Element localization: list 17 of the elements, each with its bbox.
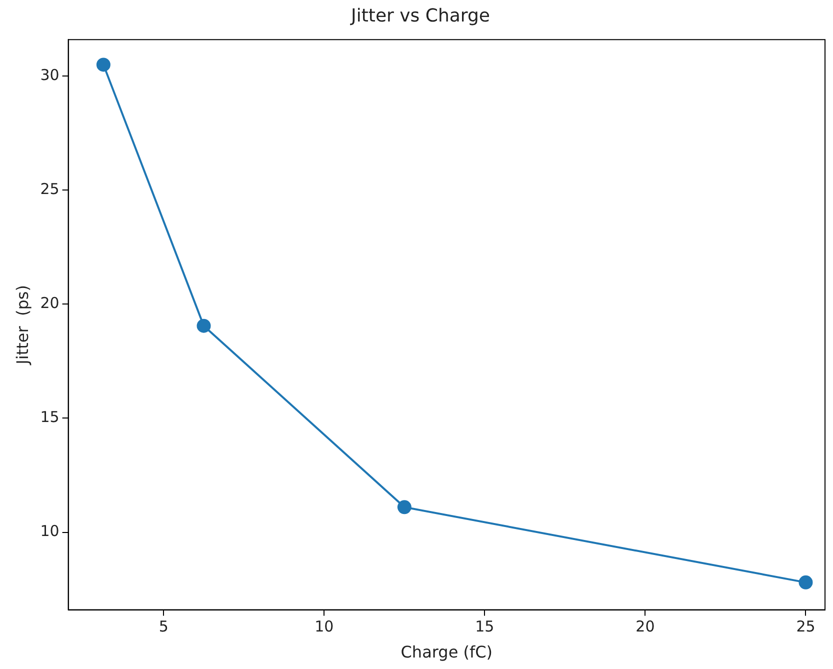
- y-axis-title: Jitter (ps): [12, 285, 32, 366]
- point: [798, 575, 813, 590]
- y-tick-label: 15: [40, 408, 60, 426]
- point: [96, 58, 110, 72]
- point: [397, 500, 412, 514]
- y-tick-label: 10: [40, 522, 60, 540]
- y-tick-label: 25: [40, 180, 60, 198]
- chart-title: Jitter vs Charge: [350, 5, 490, 26]
- x-axis-title: Charge (fC): [400, 642, 493, 662]
- x-tick-label: 15: [475, 618, 494, 636]
- x-tick-label: 25: [796, 618, 816, 636]
- x-tick-label: 10: [314, 618, 334, 636]
- y-tick-label: 20: [40, 294, 60, 312]
- x-tick-label: 20: [636, 618, 655, 636]
- x-tick-label: 5: [158, 618, 168, 636]
- point: [196, 318, 211, 333]
- y-tick-label: 30: [40, 66, 60, 84]
